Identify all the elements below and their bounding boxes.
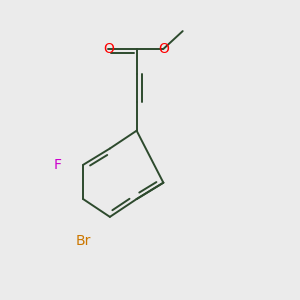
Text: O: O xyxy=(158,42,169,56)
Text: O: O xyxy=(103,42,114,56)
Text: F: F xyxy=(54,158,62,172)
Text: Br: Br xyxy=(75,234,91,248)
